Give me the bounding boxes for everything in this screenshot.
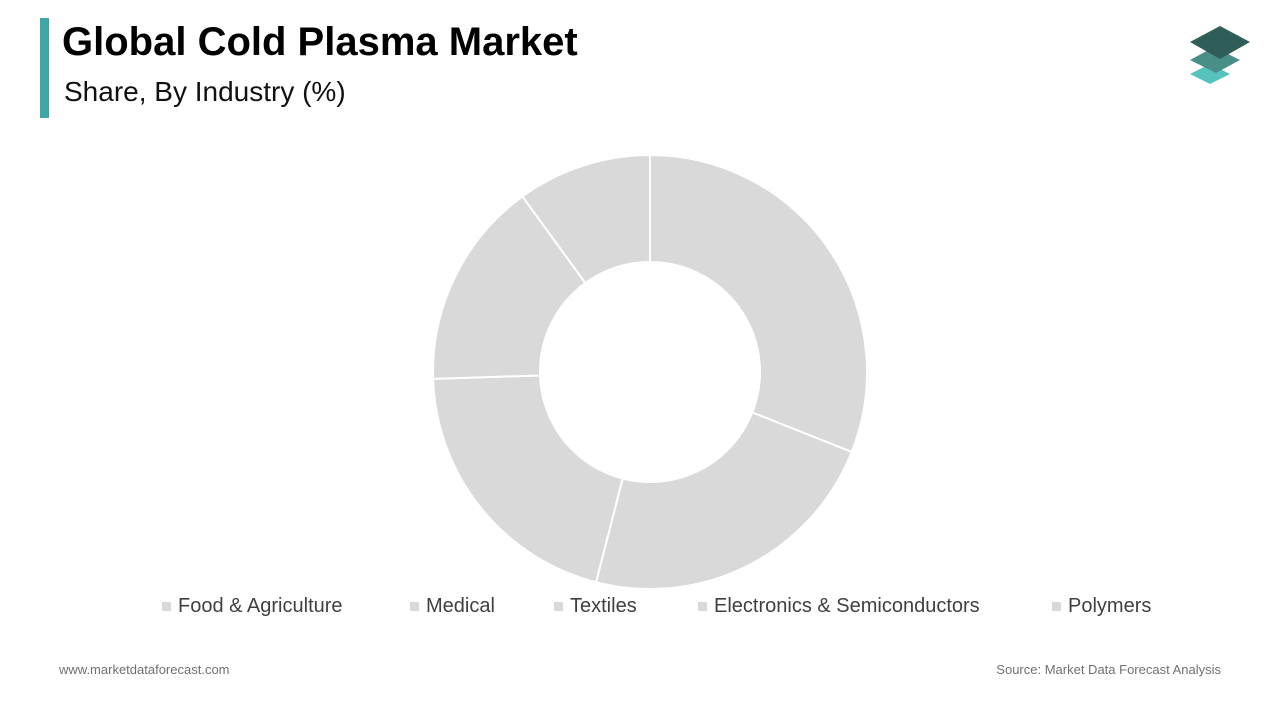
- stacked-layers-icon: [1190, 26, 1250, 84]
- donut-slice-textiles: [432, 374, 624, 584]
- footer-website: www.marketdataforecast.com: [59, 662, 230, 677]
- title-accent-bar: [40, 18, 49, 118]
- legend-swatch: [698, 602, 707, 611]
- donut-slice-electronics-semiconductors: [432, 195, 587, 380]
- legend-item: Electronics & Semiconductors: [698, 595, 980, 618]
- legend-label: Polymers: [1068, 595, 1152, 617]
- legend-label: Electronics & Semiconductors: [714, 595, 980, 617]
- legend-swatch: [410, 602, 419, 611]
- legend-item: Textiles: [554, 595, 637, 618]
- legend-swatch: [1052, 602, 1061, 611]
- legend-item: Food & Agriculture: [162, 595, 343, 618]
- legend-label: Medical: [426, 595, 495, 617]
- donut-slice-medical: [594, 411, 854, 590]
- legend-swatch: [554, 602, 563, 611]
- footer-source: Source: Market Data Forecast Analysis: [996, 662, 1221, 677]
- logo-layer-top: [1190, 26, 1250, 59]
- legend-label: Textiles: [570, 595, 637, 617]
- legend-item: Medical: [410, 595, 495, 618]
- legend-item: Polymers: [1052, 595, 1151, 618]
- chart-legend: Food & Agriculture Medical Textiles Electro…: [0, 595, 1280, 623]
- donut-slice-food-agriculture: [649, 153, 868, 454]
- donut-slice-polymers: [521, 153, 651, 285]
- page-title: Global Cold Plasma Market: [62, 20, 578, 64]
- logo-layer-middle: [1190, 47, 1240, 73]
- page-subtitle: Share, By Industry (%): [64, 76, 346, 107]
- legend-swatch: [162, 602, 171, 611]
- legend-label: Food & Agriculture: [178, 595, 343, 617]
